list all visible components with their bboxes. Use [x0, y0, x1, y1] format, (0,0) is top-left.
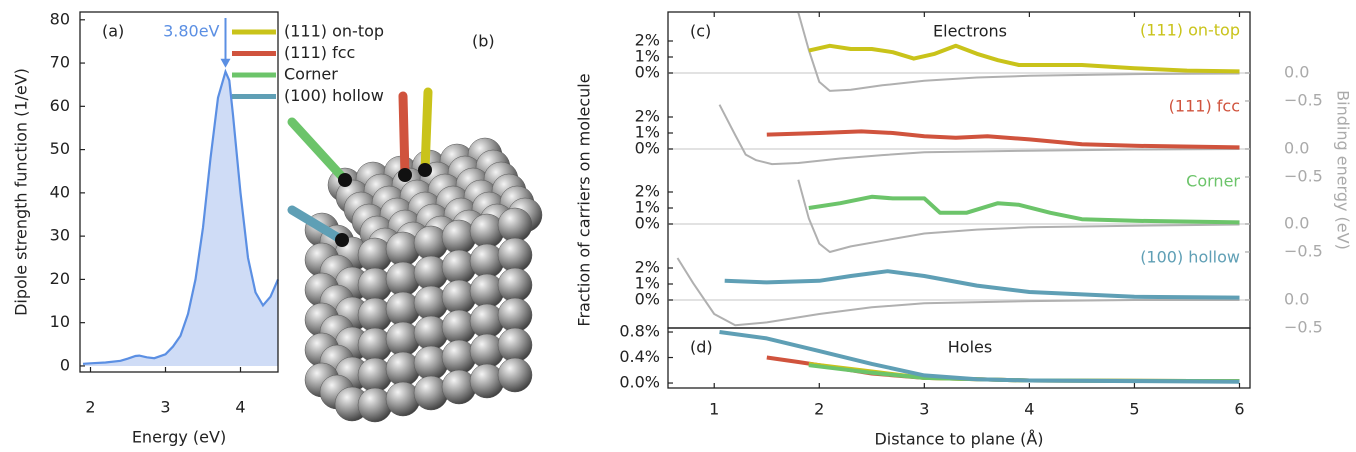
y-tick-label: 20	[50, 269, 70, 288]
x-axis-label: Distance to plane (Å)	[874, 430, 1043, 449]
binding-energy-line	[718, 104, 1240, 166]
y-tick-label: 2%	[635, 107, 660, 126]
atom	[497, 267, 533, 303]
panel-label: (b)	[472, 32, 495, 51]
carrier-line	[808, 194, 1240, 225]
arrow-head	[220, 58, 231, 68]
y2-tick-label: −0.5	[1284, 90, 1323, 109]
carrier-line	[766, 129, 1240, 150]
binding-energy-line	[797, 12, 1240, 92]
atom	[497, 357, 533, 393]
annotation: 3.80eV	[163, 22, 219, 41]
anchor-atom	[338, 173, 352, 187]
y-tick-label: 2%	[635, 182, 660, 201]
y2-tick-label: −0.5	[1284, 317, 1323, 336]
x-tick-label: 4	[1024, 400, 1034, 419]
y-tick-label: 1%	[635, 47, 660, 66]
x-tick-label: 4	[235, 398, 245, 417]
y-tick-label: 60	[50, 96, 70, 115]
y-tick-label: 10	[50, 312, 70, 331]
y-tick-label: 0.8%	[619, 322, 660, 341]
y-tick-label: 2%	[635, 31, 660, 50]
y-tick-label: 50	[50, 139, 70, 158]
y-tick-label: 0%	[635, 139, 660, 158]
y-tick-label: 70	[50, 53, 70, 72]
panel-title: Holes	[948, 338, 992, 357]
x-tick-label: 3	[919, 400, 929, 419]
atom	[497, 297, 533, 333]
y2-tick-label: 0.0	[1284, 213, 1309, 232]
x-tick-label: 2	[85, 398, 95, 417]
y-tick-label: 0.0%	[619, 373, 660, 392]
x-tick-label: 2	[814, 400, 824, 419]
x-tick-label: 5	[1129, 400, 1139, 419]
y-tick-label: 30	[50, 226, 70, 245]
carrier-line	[719, 330, 1240, 384]
legend-label: (111) fcc	[284, 43, 355, 62]
series-label: (111) on-top	[1140, 21, 1240, 40]
y2-tick-label: −0.5	[1284, 166, 1323, 185]
series-label: Corner	[1186, 172, 1240, 191]
atom	[497, 207, 533, 243]
y-tick-label: 0%	[635, 214, 660, 233]
y2-axis-label: Binding energy (eV)	[1334, 90, 1353, 250]
y-axis-label: Dipole strength function (1/eV)	[12, 68, 31, 316]
y2-tick-label: 0.0	[1284, 138, 1309, 157]
x-tick-label: 3	[160, 398, 170, 417]
y-tick-label: 0%	[635, 63, 660, 82]
panel-label: (d)	[690, 338, 713, 357]
cluster	[304, 137, 543, 423]
frame	[79, 11, 279, 373]
y-tick-label: 80	[50, 9, 70, 28]
rod	[287, 205, 347, 245]
atom	[497, 327, 533, 363]
x-axis-label: Energy (eV)	[132, 428, 226, 447]
anchor-atom	[418, 163, 432, 177]
y-tick-label: 0.4%	[619, 347, 660, 366]
panel-label: (c)	[690, 22, 711, 41]
rod-tip	[399, 92, 407, 100]
y2-tick-label: −0.5	[1284, 241, 1323, 260]
y-tick-label: 0	[60, 355, 70, 374]
series-label: (111) fcc	[1169, 97, 1240, 116]
y-tick-label: 1%	[635, 274, 660, 293]
rod	[287, 117, 350, 185]
binding-energy-line	[676, 257, 1240, 327]
rod	[420, 87, 433, 175]
carrier-line	[724, 269, 1240, 300]
y-tick-label: 40	[50, 182, 70, 201]
x-tick-label: 6	[1234, 400, 1244, 419]
rod-tip	[288, 118, 296, 126]
y-axis-label: Fraction of carriers on molecule	[575, 73, 594, 326]
carrier-line	[808, 43, 1240, 74]
panel-title: Electrons	[933, 22, 1007, 41]
legend-label: (100) hollow	[284, 86, 384, 105]
y2-tick-label: 0.0	[1284, 289, 1309, 308]
y-tick-label: 1%	[635, 198, 660, 217]
x-tick-label: 1	[709, 400, 719, 419]
spectrum-line	[82, 68, 280, 365]
anchor-atom	[335, 233, 349, 247]
atom	[497, 237, 533, 273]
legend-label: Corner	[284, 65, 338, 84]
rod	[398, 91, 410, 180]
rod-tip	[424, 88, 432, 96]
legend-label: (111) on-top	[284, 22, 384, 41]
y2-tick-label: 0.0	[1284, 62, 1309, 81]
binding-energy-line	[797, 179, 1240, 253]
panel-label: (a)	[102, 22, 124, 41]
y-tick-label: 0%	[635, 290, 660, 309]
y-tick-label: 2%	[635, 258, 660, 277]
area-fill	[83, 71, 278, 366]
series-label: (100) hollow	[1140, 248, 1240, 267]
rod-tip	[288, 206, 296, 214]
y-tick-label: 1%	[635, 123, 660, 142]
anchor-atom	[398, 168, 412, 182]
